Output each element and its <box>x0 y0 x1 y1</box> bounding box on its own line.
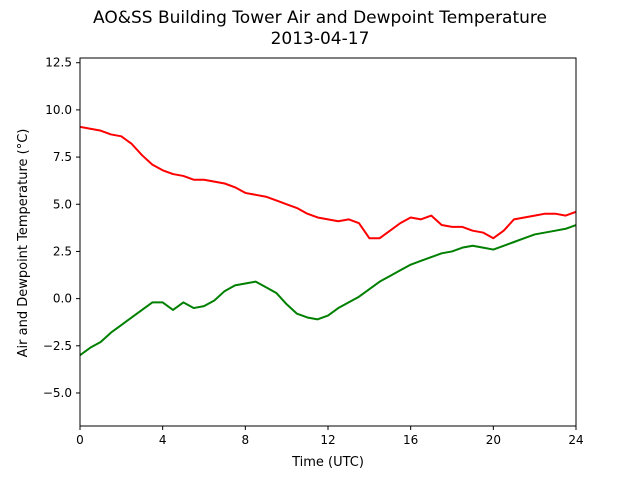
y-tick-label: −2.5 <box>43 339 72 353</box>
series-line-1 <box>80 125 576 240</box>
y-tick-label: 2.5 <box>53 244 72 258</box>
y-tick-label: 12.5 <box>45 56 72 70</box>
x-tick-label: 16 <box>403 433 418 447</box>
y-tick-label: 0.0 <box>53 292 72 306</box>
x-tick-label: 8 <box>242 433 250 447</box>
series-line-2 <box>80 224 576 357</box>
x-tick-label: 4 <box>159 433 167 447</box>
x-tick-label: 12 <box>320 433 335 447</box>
y-tick-label: −5.0 <box>43 386 72 400</box>
y-tick-label: 5.0 <box>53 197 72 211</box>
x-tick-label: 20 <box>486 433 501 447</box>
chart-subtitle: 2013-04-17 <box>270 29 370 49</box>
y-axis-label: Air and Dewpoint Temperature (°C) <box>16 129 31 358</box>
x-tick-label: 24 <box>568 433 583 447</box>
y-tick-label: 10.0 <box>45 103 72 117</box>
x-tick-label: 0 <box>76 433 84 447</box>
plot-frame <box>79 57 577 427</box>
y-tick-label: 7.5 <box>53 150 72 164</box>
chart-title: AO&SS Building Tower Air and Dewpoint Te… <box>92 8 547 28</box>
x-axis-label: Time (UTC) <box>291 455 364 470</box>
